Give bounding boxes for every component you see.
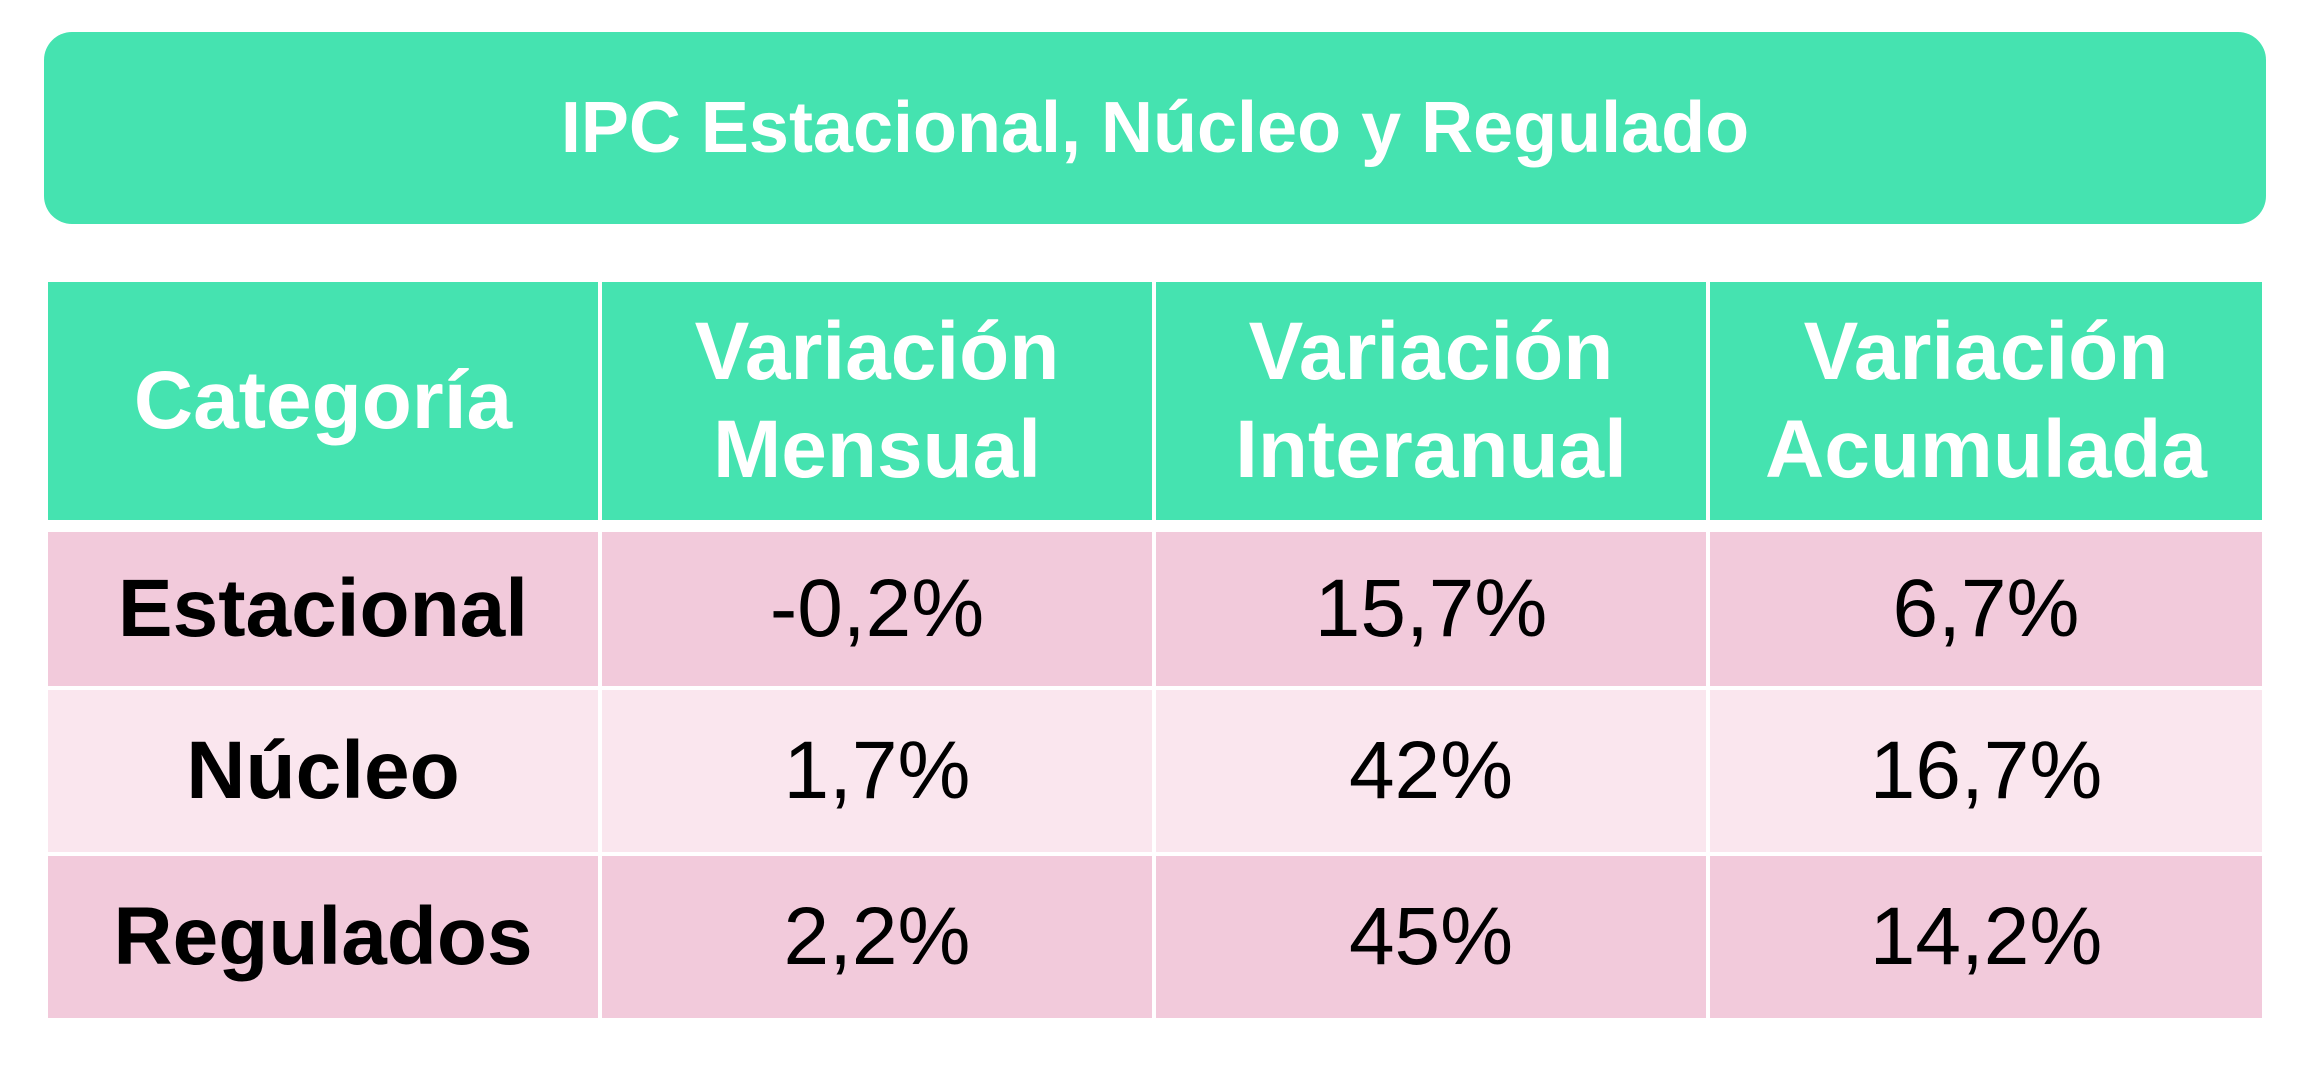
row-nucleo-mensual: 1,7% — [602, 690, 1152, 852]
row-estacional-interanual: 15,7% — [1156, 532, 1706, 686]
header-mensual-line-2: Mensual — [712, 404, 1042, 495]
chart-title: IPC Estacional, Núcleo y Regulado — [560, 88, 1750, 168]
header-acumulada: Variación Acumulada — [1710, 282, 2262, 520]
row-nucleo-categoria: Núcleo — [48, 690, 598, 852]
header-mensual: Variación Mensual — [602, 282, 1152, 520]
row-nucleo-acumulada: 16,7% — [1710, 690, 2262, 852]
header-acumulada-line-2: Acumulada — [1765, 404, 2207, 495]
row-regulados-interanual: 45% — [1156, 856, 1706, 1018]
header-mensual-line-1: Variación — [694, 305, 1060, 397]
header-categoria: Categoría — [48, 282, 598, 520]
data-table: Categoría Variación Mensual Variación In… — [48, 282, 2262, 1018]
row-estacional-mensual: -0,2% — [602, 532, 1152, 686]
row-regulados-acumulada: 14,2% — [1710, 856, 2262, 1018]
title-banner: IPC Estacional, Núcleo y Regulado — [44, 32, 2266, 224]
header-interanual-line-1: Variación — [1248, 305, 1614, 397]
row-regulados-mensual: 2,2% — [602, 856, 1152, 1018]
header-interanual-line-2: Interanual — [1235, 404, 1627, 495]
header-interanual: Variación Interanual — [1156, 282, 1706, 520]
header-categoria-line-1: Categoría — [133, 354, 513, 446]
row-estacional-categoria: Estacional — [48, 532, 598, 686]
row-regulados-categoria: Regulados — [48, 856, 598, 1018]
row-nucleo-interanual: 42% — [1156, 690, 1706, 852]
header-acumulada-line-1: Variación — [1803, 305, 2169, 397]
row-estacional-acumulada: 6,7% — [1710, 532, 2262, 686]
